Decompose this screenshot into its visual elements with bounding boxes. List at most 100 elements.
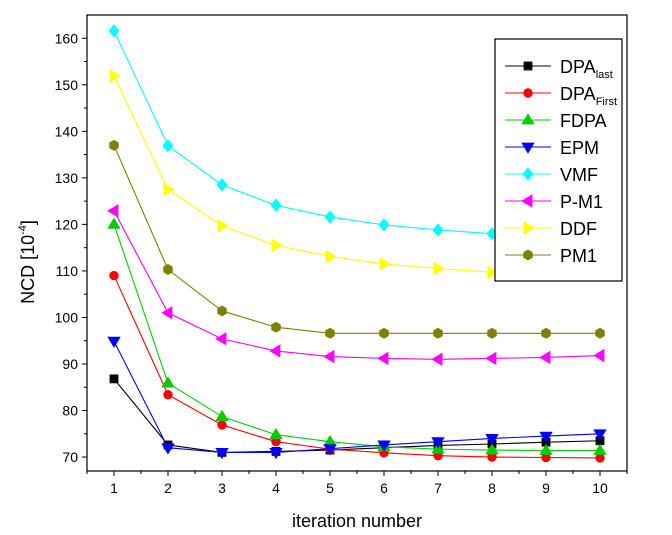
data-point (433, 261, 445, 276)
data-point (216, 178, 228, 192)
data-point (539, 350, 551, 365)
data-point (271, 238, 283, 253)
series-line (113, 145, 600, 334)
x-tick-label: 2 (164, 480, 172, 496)
data-point (107, 204, 119, 218)
legend-entry: FDPA (505, 111, 607, 131)
series-layer (107, 24, 607, 463)
legend-marker (521, 194, 533, 208)
data-point (432, 223, 444, 237)
legend-entry: PM1 (505, 246, 597, 266)
y-axis-title-base: NCD [10 (18, 235, 38, 304)
data-point (107, 217, 121, 229)
legend-marker (521, 142, 535, 154)
legend-label-main: DPA (560, 84, 596, 104)
data-point (593, 443, 607, 455)
series-8 (109, 139, 605, 339)
data-point (539, 443, 553, 455)
x-tick-label: 4 (272, 480, 280, 496)
legend-label-main: VMF (560, 165, 598, 185)
series-2 (109, 270, 605, 463)
legend-marker (523, 61, 533, 71)
y-tick-label: 80 (62, 403, 78, 419)
legend-label-main: DDF (560, 219, 597, 239)
x-axis: 1 2 3 4 5 6 7 8 9 10 (86, 471, 628, 496)
data-point (109, 270, 119, 281)
data-point (377, 351, 389, 366)
series-line (113, 378, 601, 453)
data-point (215, 332, 227, 346)
legend-entry: DPAFirst (505, 84, 617, 108)
legend-entry: P-M1 (505, 192, 603, 212)
data-point (269, 427, 283, 440)
data-point (163, 264, 173, 275)
data-point (323, 444, 337, 456)
data-point (593, 429, 607, 441)
data-point (325, 327, 335, 339)
data-point (270, 198, 282, 212)
data-point (215, 409, 229, 421)
legend-label-subscript: First (596, 96, 617, 108)
data-point (269, 344, 281, 358)
legend-entry: DPAlast (505, 57, 613, 81)
y-axis-title: NCD [10-4] (17, 220, 38, 304)
data-point (162, 139, 174, 153)
legend-label: FDPA (560, 111, 607, 131)
data-point (378, 218, 390, 232)
y-tick-label: 70 (62, 449, 78, 465)
legend-entry: VMF (505, 165, 598, 185)
legend-label-main: P-M1 (560, 192, 603, 212)
legend-label: VMF (560, 165, 598, 185)
series-7 (109, 69, 607, 283)
legend-label-main: FDPA (560, 111, 607, 131)
legend-label: DPAFirst (560, 84, 617, 108)
data-point (163, 182, 175, 197)
data-point (539, 431, 553, 443)
y-axis-title-exponent: -4 (17, 225, 29, 235)
data-point (161, 376, 175, 388)
series-line (113, 275, 601, 459)
legend: DPAlast DPAFirst FDPA EPM VMF P-M1 DDF PM1 (494, 38, 623, 282)
data-point (217, 305, 227, 317)
x-tick-label: 9 (542, 480, 550, 496)
data-point (485, 443, 499, 455)
legend-label: P-M1 (560, 192, 603, 212)
data-point (215, 447, 229, 460)
y-tick-label: 100 (55, 309, 79, 325)
data-point (325, 249, 337, 264)
data-point (323, 349, 335, 364)
data-point (217, 219, 229, 233)
data-point (161, 306, 173, 320)
x-tick-label: 10 (592, 480, 608, 496)
y-tick-label: 150 (55, 77, 79, 93)
data-point (161, 443, 175, 455)
series-6 (107, 204, 605, 367)
x-axis-title: iteration number (292, 511, 422, 531)
data-point (108, 24, 120, 38)
legend-marker (523, 249, 533, 261)
series-line (113, 210, 601, 360)
data-point (271, 321, 281, 333)
data-point (487, 327, 497, 339)
series-line (113, 224, 600, 452)
legend-label: EPM (560, 138, 599, 158)
legend-label: DDF (560, 219, 597, 239)
legend-marker (523, 221, 535, 235)
y-tick-label: 90 (62, 356, 78, 372)
data-point (377, 440, 391, 452)
x-tick-label: 6 (380, 480, 388, 496)
data-point (109, 69, 121, 83)
legend-label: PM1 (560, 246, 597, 266)
data-point (379, 257, 391, 271)
y-axis-title-close: ] (18, 220, 38, 225)
data-point (163, 389, 173, 400)
data-point (109, 139, 119, 151)
legend-box (494, 38, 623, 282)
y-tick-label: 130 (55, 170, 79, 186)
data-point (431, 437, 445, 449)
y-tick-label: 140 (55, 123, 79, 139)
data-point (379, 327, 389, 339)
y-axis: 70 80 90 100 110 120 130 140 150 160 (55, 30, 87, 465)
x-tick-label: 8 (488, 480, 496, 496)
